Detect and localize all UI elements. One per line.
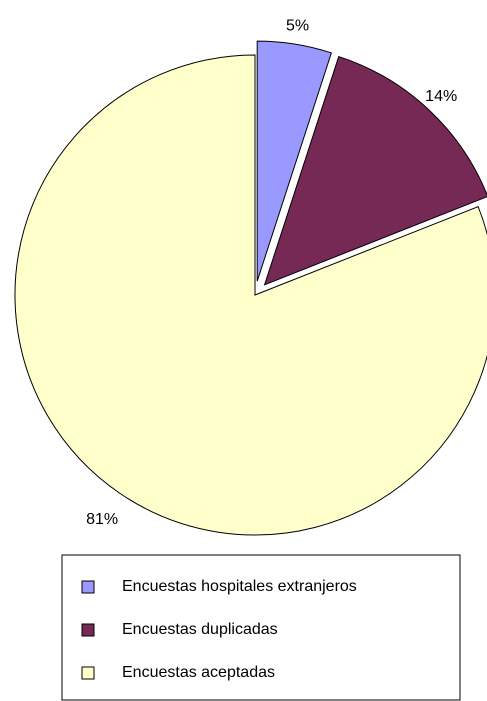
data-label: 81%	[86, 511, 118, 528]
legend-box	[61, 554, 461, 701]
pie-slice	[256, 40, 332, 282]
legend-swatch	[81, 666, 95, 680]
data-label: 14%	[425, 88, 457, 105]
pie-slice	[14, 54, 487, 536]
legend-label: Encuestas duplicadas	[122, 621, 278, 638]
data-label: 5%	[286, 18, 309, 35]
legend-label: Encuestas aceptadas	[122, 664, 275, 681]
legend-label: Encuestas hospitales extranjeros	[122, 578, 357, 595]
legend-swatch	[81, 580, 95, 594]
pie-slice	[263, 55, 487, 286]
legend-swatch	[81, 623, 95, 637]
